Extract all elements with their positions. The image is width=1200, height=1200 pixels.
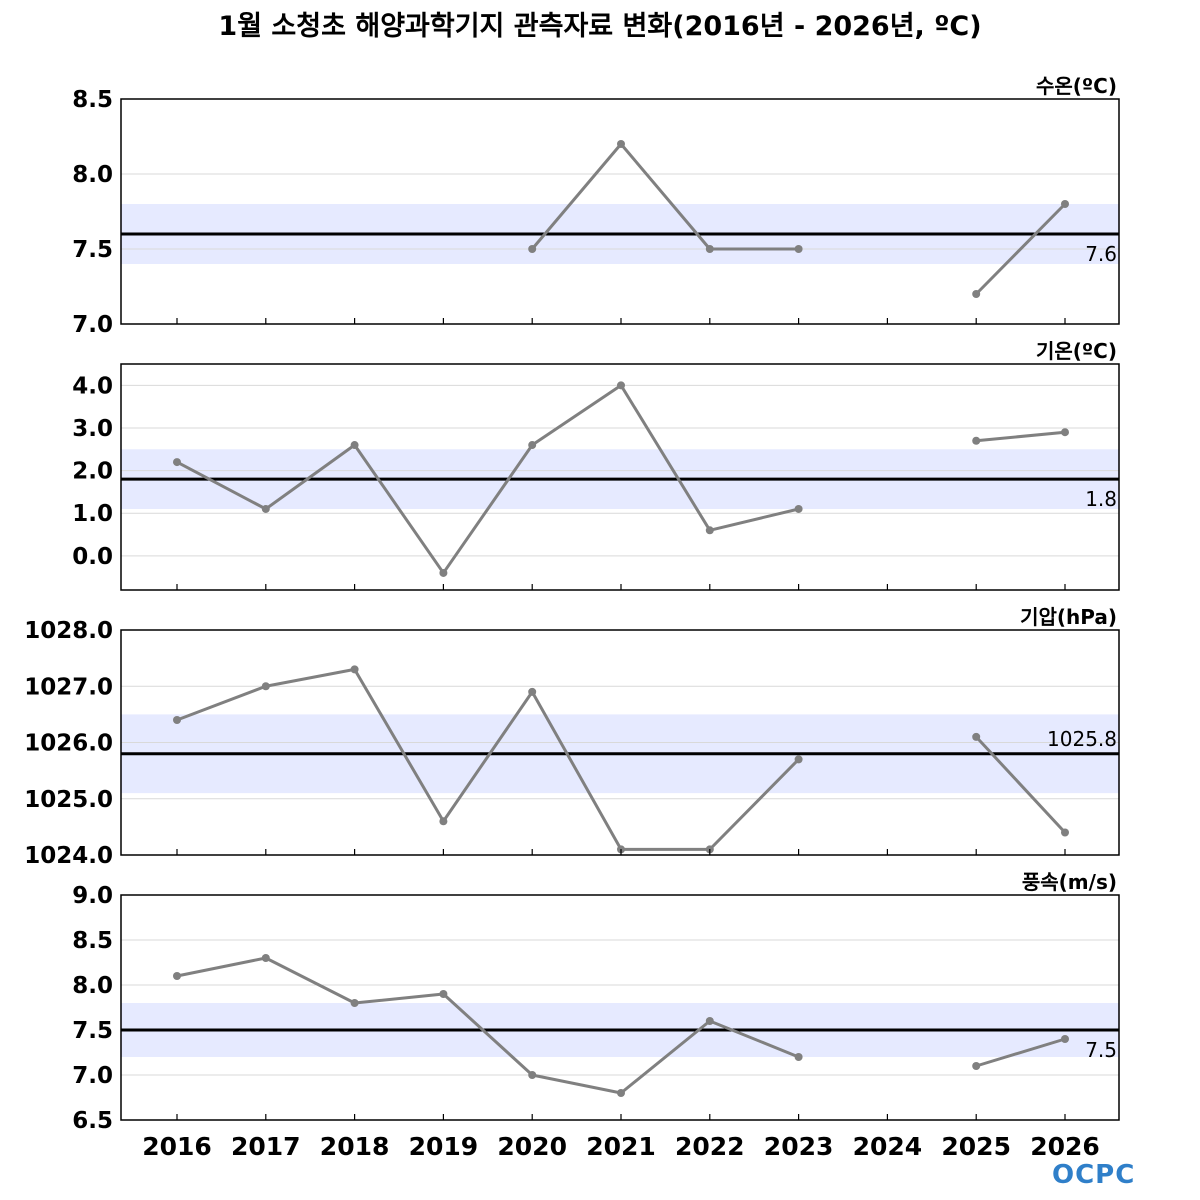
panel-0-series-line-5 bbox=[975, 202, 1067, 296]
panel-3-ytick-label-3: 8.0 bbox=[72, 973, 113, 999]
panel-2-point-2020 bbox=[528, 687, 537, 696]
ocpc-logo: OCPC bbox=[1052, 1160, 1136, 1190]
panel-3-point-2025 bbox=[972, 1062, 981, 1070]
panel-1-point-2022 bbox=[705, 526, 714, 535]
panel-0-ytick-label-3: 8.5 bbox=[72, 87, 113, 113]
panel-1-ytick-label-1: 1.0 bbox=[72, 501, 113, 527]
panel-3-point-2020 bbox=[528, 1071, 537, 1079]
panel-3-point-2022 bbox=[705, 1017, 714, 1025]
panel-1-point-2017 bbox=[261, 504, 270, 513]
panel-2-point-2023 bbox=[794, 755, 803, 764]
panel-0-label: 수온(ºC) bbox=[1036, 74, 1117, 98]
panel-2-ytick-label-2: 1026.0 bbox=[24, 731, 113, 757]
panel-1-point-2021 bbox=[617, 381, 625, 390]
panel-0-mean-label: 7.6 bbox=[1085, 242, 1117, 266]
panel-1-point-2019 bbox=[439, 568, 448, 577]
x-tick-label-2023: 2023 bbox=[764, 1132, 834, 1161]
x-tick-label-2017: 2017 bbox=[231, 1132, 301, 1161]
panel-3-point-2023 bbox=[794, 1053, 803, 1061]
panel-0-ytick-label-2: 8.0 bbox=[72, 162, 113, 188]
x-tick-label-2019: 2019 bbox=[409, 1132, 479, 1161]
panel-3-label: 풍속(m/s) bbox=[1022, 870, 1117, 894]
x-tick-label-2026: 2026 bbox=[1030, 1132, 1100, 1161]
panel-0-point-2025 bbox=[972, 290, 981, 298]
panel-3-point-2018 bbox=[350, 999, 359, 1007]
panel-3-point-2016 bbox=[173, 972, 181, 980]
panel-1-mean-label: 1.8 bbox=[1085, 487, 1117, 511]
panel-2-ytick-label-3: 1027.0 bbox=[24, 674, 113, 700]
panel-1-label: 기온(ºC) bbox=[1036, 339, 1117, 363]
x-tick-label-2020: 2020 bbox=[497, 1132, 567, 1161]
panel-2-point-2018 bbox=[350, 665, 359, 674]
panel-3-series-line-1 bbox=[975, 1037, 1066, 1068]
x-tick-label-2021: 2021 bbox=[586, 1132, 656, 1161]
panel-1-ytick-label-0: 0.0 bbox=[72, 544, 113, 570]
panel-2-ytick-label-1: 1025.0 bbox=[24, 787, 113, 813]
panel-0-series-line-4 bbox=[531, 142, 799, 251]
panel-3-ytick-label-0: 6.5 bbox=[72, 1108, 113, 1134]
panel-1-point-2020 bbox=[528, 441, 537, 450]
x-tick-label-2016: 2016 bbox=[142, 1132, 212, 1161]
panel-1-point-2023 bbox=[794, 504, 803, 513]
panel-1-point-2025 bbox=[972, 436, 981, 445]
panel-2-label: 기압(hPa) bbox=[1020, 605, 1117, 629]
panel-2-ytick-label-4: 1028.0 bbox=[24, 618, 113, 644]
panel-2-point-2016 bbox=[173, 716, 181, 724]
panel-2-mean-label: 1025.8 bbox=[1047, 727, 1117, 751]
panel-3-ytick-label-4: 8.5 bbox=[72, 928, 113, 954]
panel-2-frame bbox=[120, 629, 1120, 856]
x-tick-label-2022: 2022 bbox=[675, 1132, 745, 1161]
panel-2-ytick-label-0: 1024.0 bbox=[24, 843, 113, 869]
panel-0-frame bbox=[120, 98, 1120, 325]
panel-0-point-2023 bbox=[794, 245, 803, 253]
panel-3-mean-label: 7.5 bbox=[1085, 1038, 1117, 1062]
panel-2-point-2019 bbox=[439, 817, 448, 826]
panel-0-point-2020 bbox=[528, 245, 537, 253]
panel-3-ytick-label-1: 7.0 bbox=[72, 1063, 113, 1089]
x-tick-label-2018: 2018 bbox=[320, 1132, 390, 1161]
panel-1-point-2018 bbox=[350, 441, 359, 450]
panel-2-point-2025 bbox=[972, 732, 981, 741]
x-tick-label-2024: 2024 bbox=[853, 1132, 923, 1161]
panel-3-frame bbox=[120, 894, 1120, 1121]
panel-1-point-2016 bbox=[173, 458, 181, 467]
panel-1-series-line-0 bbox=[176, 383, 799, 575]
panel-2-series-line-1 bbox=[975, 735, 1067, 834]
panel-1-series-line-1 bbox=[976, 430, 1066, 443]
panel-3-point-2026 bbox=[1061, 1035, 1069, 1043]
x-tick-label-2025: 2025 bbox=[941, 1132, 1011, 1161]
panel-3-series-line-0 bbox=[176, 956, 800, 1095]
panel-0-point-2022 bbox=[705, 245, 714, 253]
panel-1-ytick-label-2: 2.0 bbox=[72, 459, 113, 485]
panel-3-ytick-label-2: 7.5 bbox=[72, 1018, 113, 1044]
panel-0-point-2021 bbox=[617, 140, 625, 148]
chart-title: 1월 소청초 해양과학기지 관측자료 변화(2016년 - 2026년, ºC) bbox=[218, 11, 982, 42]
panel-2-point-2026 bbox=[1061, 828, 1069, 837]
panel-0-point-2026 bbox=[1061, 200, 1069, 208]
panel-0-ytick-label-1: 7.5 bbox=[72, 237, 113, 263]
panel-3-point-2017 bbox=[261, 954, 270, 962]
panel-1-ytick-label-4: 4.0 bbox=[72, 373, 113, 399]
panel-0-ytick-label-0: 7.0 bbox=[72, 312, 113, 338]
panel-1-point-2026 bbox=[1061, 428, 1069, 437]
panel-3-point-2021 bbox=[617, 1089, 625, 1097]
panel-3-point-2019 bbox=[439, 990, 448, 998]
panel-1-frame bbox=[120, 363, 1120, 591]
panel-1-ytick-label-3: 3.0 bbox=[72, 416, 113, 442]
panel-3-ytick-label-5: 9.0 bbox=[72, 883, 113, 909]
panel-2-series-line-0 bbox=[176, 667, 800, 851]
panel-2-point-2017 bbox=[261, 682, 270, 691]
